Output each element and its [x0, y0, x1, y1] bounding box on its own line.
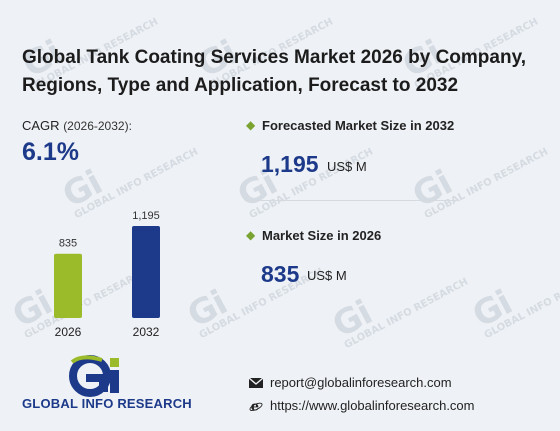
forecast-value: 1,195 [261, 151, 319, 177]
cagr-period: (2026-2032): [63, 119, 132, 133]
cagr-value: 6.1% [22, 138, 79, 166]
market-size-value: 835 [261, 261, 300, 287]
website-link[interactable]: https://www.globalinforesearch.com [270, 398, 475, 413]
cagr-label-text: CAGR [22, 118, 60, 133]
brand-logo-text: GLOBAL INFO RESEARCH [22, 396, 192, 411]
market-size-unit: US$ M [307, 268, 347, 283]
bar-value-label: 835 [59, 238, 77, 250]
email-link[interactable]: report@globalinforesearch.com [270, 375, 452, 390]
envelope-icon [248, 376, 264, 388]
bullet-icon: ◆ [246, 228, 256, 242]
market-size-label: Market Size in 2026 [262, 228, 382, 243]
divider [245, 200, 455, 201]
gi-logo-icon [69, 355, 119, 397]
bar-category-label: 2032 [133, 325, 160, 339]
forecast-unit: US$ M [327, 159, 367, 174]
contact-email[interactable]: report@globalinforesearch.com [248, 375, 452, 390]
bar-2026 [54, 253, 82, 318]
contact-website[interactable]: e https://www.globalinforesearch.com [248, 398, 474, 413]
bar-2032 [132, 226, 160, 318]
globe-e-icon: e [249, 399, 263, 413]
svg-text:e: e [251, 399, 259, 413]
bullet-icon: ◆ [246, 118, 256, 132]
cagr-label: CAGR (2026-2032): [22, 118, 132, 133]
bar-category-label: 2026 [55, 325, 82, 339]
forecast-label: Forecasted Market Size in 2032 [262, 118, 455, 133]
bar-value-label: 1,195 [132, 210, 160, 222]
page-title: Global Tank Coating Services Market 2026… [22, 47, 527, 96]
